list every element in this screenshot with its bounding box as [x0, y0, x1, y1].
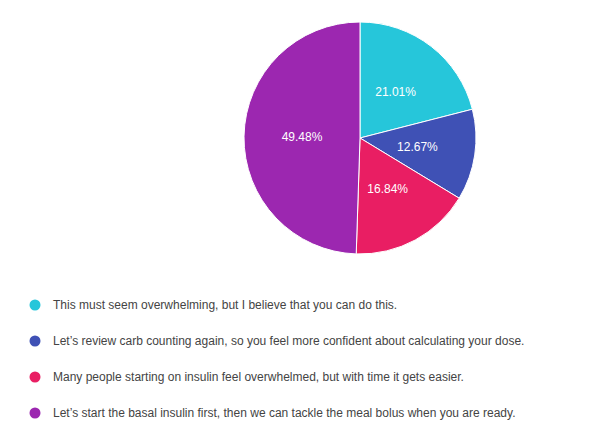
legend-label: Many people starting on insulin feel ove… [53, 370, 464, 384]
legend-item: Let’s review carb counting again, so you… [30, 334, 525, 348]
legend: This must seem overwhelming, but I belie… [30, 298, 525, 420]
pie-slice [244, 22, 360, 254]
chart: 21.01% 12.67% 16.84% 49.48% This must seem o… [0, 0, 597, 442]
data-label: 12.67% [397, 140, 438, 154]
legend-item: Many people starting on insulin feel ove… [30, 370, 464, 384]
pie-slice [356, 138, 459, 254]
legend-marker [30, 336, 41, 347]
legend-label: This must seem overwhelming, but I belie… [53, 298, 397, 312]
legend-label: Let’s start the basal insulin first, the… [53, 406, 515, 420]
legend-item: Let’s start the basal insulin first, the… [30, 406, 516, 420]
legend-marker [30, 408, 41, 419]
legend-label: Let’s review carb counting again, so you… [53, 334, 524, 348]
legend-marker [30, 300, 41, 311]
legend-marker [30, 372, 41, 383]
data-label: 49.48% [282, 130, 323, 144]
pie: 21.01% 12.67% 16.84% 49.48% [244, 22, 476, 254]
data-label: 21.01% [375, 85, 416, 99]
data-label: 16.84% [367, 182, 408, 196]
legend-item: This must seem overwhelming, but I belie… [30, 298, 398, 312]
